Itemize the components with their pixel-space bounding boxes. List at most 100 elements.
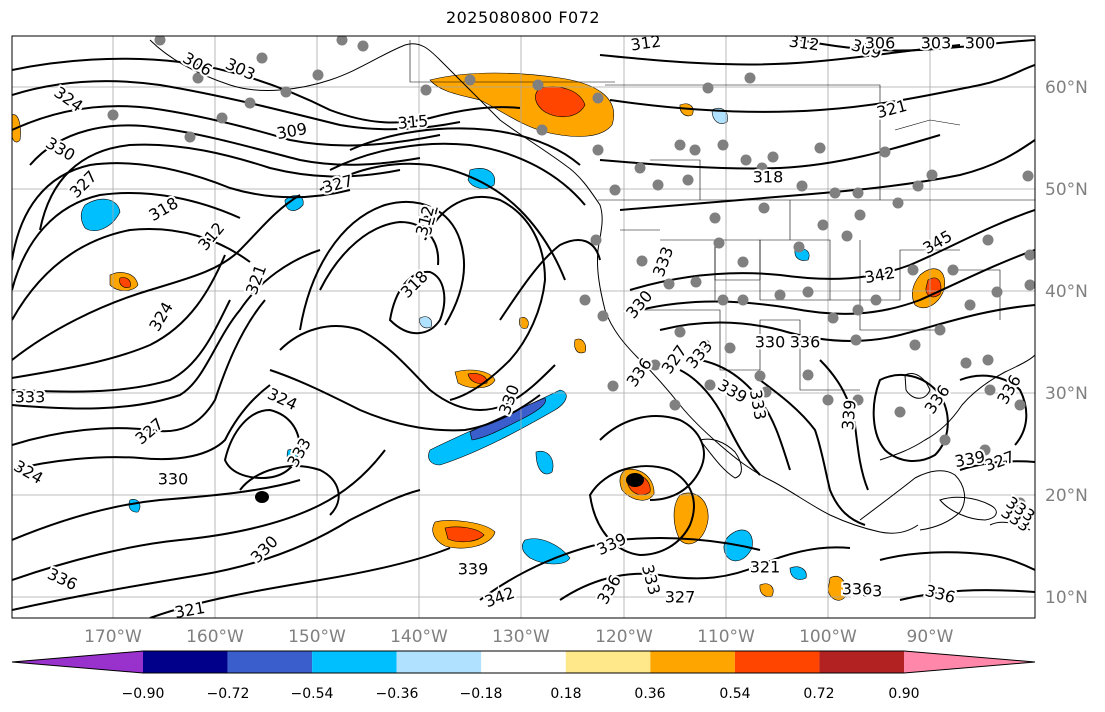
lat-label-60n: 60°N (1045, 78, 1088, 98)
station-marker (964, 299, 976, 311)
lat-label-50n: 50°N (1045, 180, 1088, 200)
station-marker (939, 434, 951, 446)
colorbar-tick: −0.36 (376, 686, 419, 702)
station-marker (674, 139, 686, 151)
station-marker (609, 184, 621, 196)
colorbar-segment (227, 651, 313, 673)
lon-label-140w: 140°W (390, 627, 448, 647)
station-marker (991, 286, 1003, 298)
station-marker (767, 151, 779, 163)
station-marker (192, 72, 204, 84)
contour-label: 333 (852, 582, 883, 601)
station-marker (926, 169, 938, 181)
longitude-axis: 170°W 160°W 150°W 140°W 130°W 120°W 110°… (84, 627, 954, 647)
contour-label: 318 (753, 168, 784, 187)
contour-closed-lows (255, 473, 644, 503)
station-marker (802, 286, 814, 298)
station-marker (1024, 279, 1035, 291)
colorbar-extend-high (904, 651, 1035, 673)
station-marker (737, 294, 749, 306)
station-marker (737, 256, 749, 268)
lon-label-110w: 110°W (697, 627, 755, 647)
colorbar-tick: 0.72 (803, 686, 834, 702)
height-contours (12, 39, 1035, 618)
lat-label-20n: 20°N (1045, 486, 1088, 506)
map-frame (11, 35, 1036, 619)
station-marker (870, 294, 882, 306)
station-marker (740, 154, 752, 166)
station-marker (717, 294, 729, 306)
shading-lightblue-areas (419, 108, 728, 329)
station-marker (744, 72, 756, 84)
station-marker (879, 146, 891, 158)
station-marker (699, 339, 711, 351)
station-marker (814, 142, 826, 154)
station-marker (947, 264, 959, 276)
colorbar-segment (819, 651, 904, 673)
station-marker (912, 180, 924, 192)
station-markers (107, 36, 1035, 509)
station-marker (1022, 170, 1034, 182)
station-marker (709, 212, 721, 224)
map-title: 2025080800 F072 (445, 8, 601, 27)
colorbar-tick: 0.18 (550, 686, 581, 702)
colorbar-tick: 0.90 (888, 686, 919, 702)
station-marker (907, 264, 919, 276)
station-marker (894, 406, 906, 418)
lon-label-130w: 130°W (492, 627, 550, 647)
colorbar-tick: −0.72 (207, 686, 250, 702)
contour-label: 306 (865, 34, 896, 53)
contour-label: 321 (750, 558, 781, 577)
station-marker (536, 124, 548, 136)
state-borders (409, 40, 1035, 391)
station-marker (704, 379, 716, 391)
station-marker (597, 310, 609, 322)
station-marker (1014, 497, 1026, 509)
station-marker (690, 276, 702, 288)
station-marker (724, 342, 736, 354)
station-marker (979, 444, 991, 456)
lat-label-30n: 30°N (1045, 384, 1088, 404)
station-marker (689, 144, 701, 156)
colorbar (11, 650, 1036, 674)
station-marker (636, 255, 648, 267)
station-marker (822, 394, 834, 406)
station-marker (532, 79, 544, 91)
station-marker (817, 219, 829, 231)
station-marker (802, 369, 814, 381)
station-marker (754, 370, 766, 382)
station-marker (634, 162, 646, 174)
station-marker (652, 179, 664, 191)
station-marker (796, 180, 808, 192)
station-marker (758, 202, 770, 214)
station-marker (184, 131, 196, 143)
station-marker (336, 36, 348, 46)
station-marker (464, 74, 476, 86)
station-marker (312, 69, 324, 81)
contour-label: 330 (158, 470, 189, 489)
lon-label-160w: 160°W (186, 627, 244, 647)
contour-label: 303 (921, 34, 952, 53)
colorbar-extend-low (12, 651, 143, 673)
station-marker (669, 399, 681, 411)
station-marker (244, 97, 256, 109)
station-marker (649, 359, 661, 371)
colorbar-tick: −0.18 (460, 686, 503, 702)
station-marker (982, 354, 994, 366)
contour-label: 336 (790, 333, 821, 352)
contour-label: 333 (15, 388, 46, 407)
contour-label: 321 (173, 598, 206, 622)
station-marker (852, 187, 864, 199)
station-marker (850, 334, 862, 346)
contour-label: 339 (838, 399, 860, 431)
colorbar-segment (565, 651, 651, 673)
station-marker (852, 304, 864, 316)
station-marker (854, 209, 866, 221)
contour-label: 330 (755, 333, 786, 352)
colorbar-segment (312, 651, 397, 673)
colorbar-segment (734, 651, 820, 673)
station-marker (590, 234, 602, 246)
station-marker (984, 384, 996, 396)
colorbar-tick: −0.54 (291, 686, 334, 702)
